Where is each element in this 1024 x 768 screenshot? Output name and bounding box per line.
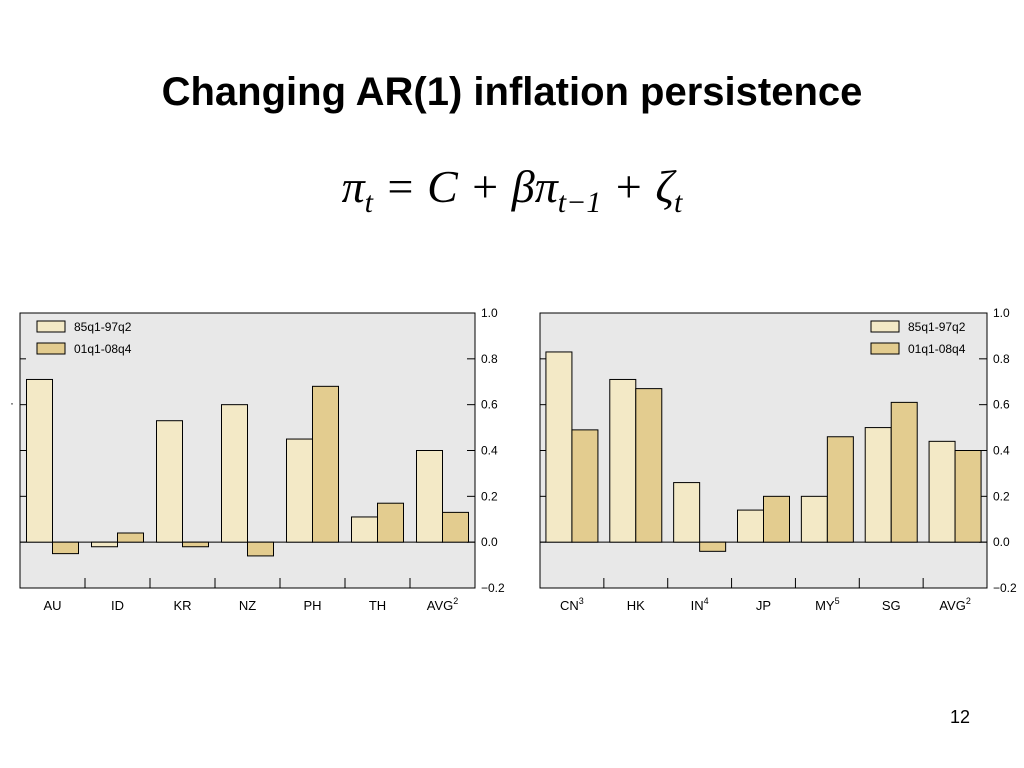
y-tick-label: −0.2 xyxy=(481,581,505,595)
legend-label-series-1: 85q1-97q2 xyxy=(74,320,132,334)
x-tick-label-sg: SG xyxy=(882,598,901,613)
bar-id-series-2 xyxy=(117,532,144,543)
x-tick-label-in: IN4 xyxy=(691,596,709,613)
bar-in-series-2 xyxy=(699,541,727,552)
bar-th-series-2 xyxy=(377,502,404,543)
ar1-equation: πt = C + βπt−1 + ζt xyxy=(250,160,774,220)
eq-zeta: ζ xyxy=(655,161,675,212)
x-tick-label-au: AU xyxy=(43,598,61,613)
page-number: 12 xyxy=(949,707,970,727)
bar-nz-series-1 xyxy=(221,404,248,543)
y-tick-label: 0.2 xyxy=(481,489,498,503)
y-tick-label: −0.2 xyxy=(993,581,1017,595)
x-tick-label-avg: AVG2 xyxy=(427,596,459,613)
bar-hk-series-1 xyxy=(609,378,637,543)
y-tick-label: 0.4 xyxy=(993,444,1010,458)
legend-swatch-series-1 xyxy=(870,320,900,333)
slide-title: Changing AR(1) inflation persistence xyxy=(161,70,863,114)
eq-equals: = xyxy=(384,161,416,212)
bar-nz-series-2 xyxy=(247,541,274,557)
bar-kr-series-1 xyxy=(156,420,183,543)
bar-hk-series-2 xyxy=(635,388,663,543)
y-tick-label: 1.0 xyxy=(993,306,1010,320)
eq-plus-1: + xyxy=(469,161,501,212)
bar-avg-series-1 xyxy=(416,450,443,543)
legend-label-series-1: 85q1-97q2 xyxy=(908,320,966,334)
x-tick-label-avg: AVG2 xyxy=(939,596,971,613)
bar-avg-series-2 xyxy=(954,450,982,543)
x-tick-label-hk: HK xyxy=(627,598,645,613)
bar-avg-series-1 xyxy=(928,440,956,543)
eq-sub-t-2: t xyxy=(674,186,683,220)
x-tick-label-ph: PH xyxy=(303,598,321,613)
y-tick-label: 0.8 xyxy=(481,352,498,366)
chart-left: −0.2 0.0 0.2 0.4 0.6 0.8 1.0 AU ID KR NZ PH TH AVG2 85… xyxy=(19,306,505,613)
y-tick-label: 0.0 xyxy=(993,535,1010,549)
bar-my-series-1 xyxy=(800,495,828,543)
x-tick-label-th: TH xyxy=(369,598,386,613)
x-tick-label-id: ID xyxy=(111,598,124,613)
eq-c: C xyxy=(427,161,458,212)
bar-au-series-1 xyxy=(26,378,53,543)
legend-label-series-2: 01q1-08q4 xyxy=(74,342,132,356)
y-tick-label: 0.6 xyxy=(481,398,498,412)
y-tick-label: 1.0 xyxy=(481,306,498,320)
bar-id-series-1 xyxy=(91,541,118,548)
bar-ph-series-2 xyxy=(312,385,339,543)
y-tick-label: 0.8 xyxy=(993,352,1010,366)
y-tick-label: 0.2 xyxy=(993,489,1010,503)
bar-sg-series-2 xyxy=(890,401,918,543)
bar-avg-series-2 xyxy=(442,511,469,543)
legend-swatch-series-2 xyxy=(870,342,900,355)
bar-jp-series-1 xyxy=(737,509,764,543)
bar-sg-series-1 xyxy=(864,427,892,543)
stray-dot: · xyxy=(10,396,14,410)
x-tick-label-my: MY5 xyxy=(815,596,840,613)
y-tick-label: 0.6 xyxy=(993,398,1010,412)
x-tick-label-kr: KR xyxy=(173,598,191,613)
eq-beta: β xyxy=(511,161,535,212)
eq-plus-2: + xyxy=(612,161,644,212)
bar-jp-series-2 xyxy=(763,495,790,543)
legend-swatch-series-1 xyxy=(36,320,66,333)
legend-swatch-series-2 xyxy=(36,342,66,355)
bar-in-series-1 xyxy=(673,482,701,543)
y-tick-label: 0.4 xyxy=(481,444,498,458)
x-tick-label-cn: CN3 xyxy=(560,596,584,613)
bar-ph-series-1 xyxy=(286,438,313,543)
x-tick-label-jp: JP xyxy=(756,598,771,613)
x-tick-label-nz: NZ xyxy=(239,598,256,613)
bar-my-series-2 xyxy=(826,436,854,543)
eq-pi: π xyxy=(341,161,365,212)
chart-right: −0.2 0.0 0.2 0.4 0.6 0.8 1.0 CN3 HK IN4 JP MY5 SG AVG… xyxy=(539,306,1017,613)
bar-cn-series-1 xyxy=(545,351,573,543)
bar-au-series-2 xyxy=(52,541,79,555)
eq-sub-t-minus-1: t−1 xyxy=(557,186,602,220)
bar-th-series-1 xyxy=(351,516,378,543)
y-tick-label: 0.0 xyxy=(481,535,498,549)
bar-cn-series-2 xyxy=(571,429,599,543)
legend-label-series-2: 01q1-08q4 xyxy=(908,342,966,356)
eq-sub-t: t xyxy=(364,186,374,220)
bar-kr-series-2 xyxy=(182,541,209,548)
eq-pi-2: π xyxy=(534,161,558,212)
